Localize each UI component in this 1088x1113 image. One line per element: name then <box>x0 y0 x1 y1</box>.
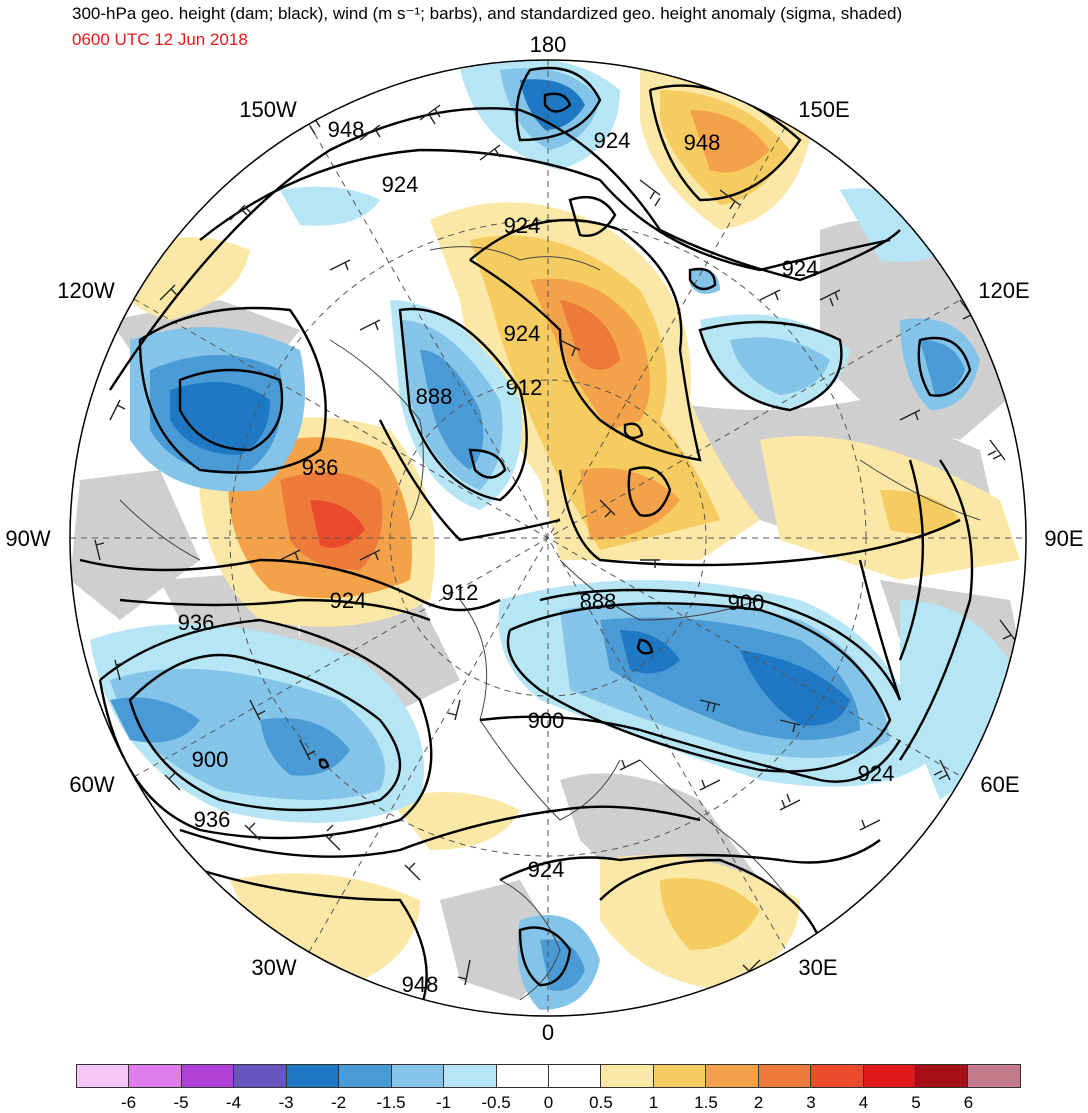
colorbar-tick-label: -2 <box>330 1093 347 1112</box>
colorbar-swatch <box>181 1065 235 1087</box>
polar-map: 180 150E 120E 90E 60E 30E 0 30W 60W 90W … <box>5 32 1083 1045</box>
lon-label-150e: 150E <box>798 97 849 122</box>
contour-label: 924 <box>382 172 419 197</box>
lon-label-120e: 120E <box>978 278 1029 303</box>
contour-label: 912 <box>506 375 543 400</box>
contour-label: 924 <box>330 588 367 613</box>
contour-label: 936 <box>194 807 231 832</box>
contour-label: 924 <box>594 128 631 153</box>
colorbar-tick-label: 3 <box>806 1093 816 1112</box>
contour-label: 924 <box>858 761 895 786</box>
colorbar-swatch <box>286 1065 340 1087</box>
graticule <box>70 60 1026 1016</box>
colorbar-tick-label: 1.5 <box>694 1093 718 1112</box>
colorbar-tick-label: 4 <box>858 1093 869 1112</box>
lon-label-60e: 60E <box>980 772 1019 797</box>
anomaly-shading <box>90 60 1020 1010</box>
contour-label: 924 <box>504 321 541 346</box>
contour-label: 924 <box>528 857 565 882</box>
contour-label: 948 <box>328 117 365 142</box>
colorbar-swatch <box>601 1065 654 1087</box>
map-boundary <box>69 59 1027 1017</box>
contour-label: 924 <box>504 213 541 238</box>
contour-label: 924 <box>782 256 819 281</box>
colorbar-ticks: -6 -5 -4 -3 -2 -1.5 -1 -0.5 0 0.5 1 1.5 2 3 4 5 6 <box>76 1093 1021 1113</box>
longitude-labels: 180 150E 120E 90E 60E 30E 0 30W 60W 90W … <box>5 32 1083 1045</box>
lon-label-90e: 90E <box>1044 526 1083 551</box>
colorbar-swatch <box>77 1065 130 1087</box>
colorbar-swatch <box>758 1065 812 1087</box>
colorbar-tick-label: -1.5 <box>376 1093 406 1112</box>
colorbar-tick-label: 6 <box>963 1093 974 1112</box>
contour-labels: 948 924 924 948 924 924 924 912 888 936 … <box>178 117 895 997</box>
colorbar-swatch <box>706 1065 759 1087</box>
colorbar-tick-label: -4 <box>225 1093 242 1112</box>
colorbar-tick-label: 0.5 <box>589 1093 613 1112</box>
colorbar-swatch <box>548 1065 602 1087</box>
colorbar-swatch <box>968 1065 1020 1087</box>
map-disc <box>70 60 1026 1016</box>
colorbar-swatch <box>653 1065 707 1087</box>
coastlines <box>119 246 981 1001</box>
lon-label-30w: 30W <box>251 955 296 980</box>
height-contours <box>79 66 974 1011</box>
contour-label: 936 <box>302 455 339 480</box>
lon-label-120w: 120W <box>57 278 115 303</box>
colorbar-tick-label: -1 <box>435 1093 452 1112</box>
lon-label-90w: 90W <box>5 526 50 551</box>
contour-label: 888 <box>580 589 617 614</box>
colorbar <box>76 1064 1021 1088</box>
colorbar-swatch <box>863 1065 916 1087</box>
colorbar-tick-label: 1 <box>648 1093 659 1112</box>
colorbar-tick-label: -3 <box>278 1093 294 1112</box>
contour-label: 936 <box>178 610 215 635</box>
colorbar-swatch <box>811 1065 864 1087</box>
colorbar-tick-label: 0 <box>543 1093 554 1112</box>
contour-label: 900 <box>192 747 229 772</box>
colorbar-swatch <box>339 1065 392 1087</box>
colorbar-tick-label: 2 <box>753 1093 764 1112</box>
contour-label: 900 <box>528 708 565 733</box>
lon-label-30e: 30E <box>798 955 837 980</box>
contour-label: 900 <box>728 590 765 615</box>
lon-label-0: 0 <box>542 1020 554 1045</box>
colorbar-swatch <box>444 1065 497 1087</box>
lon-label-60w: 60W <box>69 772 114 797</box>
colorbar-tick-label: -5 <box>173 1093 189 1112</box>
colorbar-swatch <box>234 1065 287 1087</box>
contour-label: 912 <box>442 580 479 605</box>
colorbar-swatch <box>391 1065 445 1087</box>
lon-label-180: 180 <box>530 32 567 57</box>
colorbar-tick-label: -6 <box>120 1093 137 1112</box>
colorbar-tick-label: 5 <box>911 1093 921 1112</box>
map-title: 300-hPa geo. height (dam; black), wind (… <box>72 4 903 23</box>
colorbar-swatch <box>496 1065 549 1087</box>
lon-label-150w: 150W <box>239 97 297 122</box>
contour-label: 888 <box>416 384 453 409</box>
colorbar-swatch <box>916 1065 969 1087</box>
contour-label: 948 <box>402 972 439 997</box>
contour-label: 948 <box>684 130 721 155</box>
valid-time: 0600 UTC 12 Jun 2018 <box>72 30 248 49</box>
colorbar-swatch <box>129 1065 182 1087</box>
colorbar-tick-label: -0.5 <box>481 1093 511 1112</box>
